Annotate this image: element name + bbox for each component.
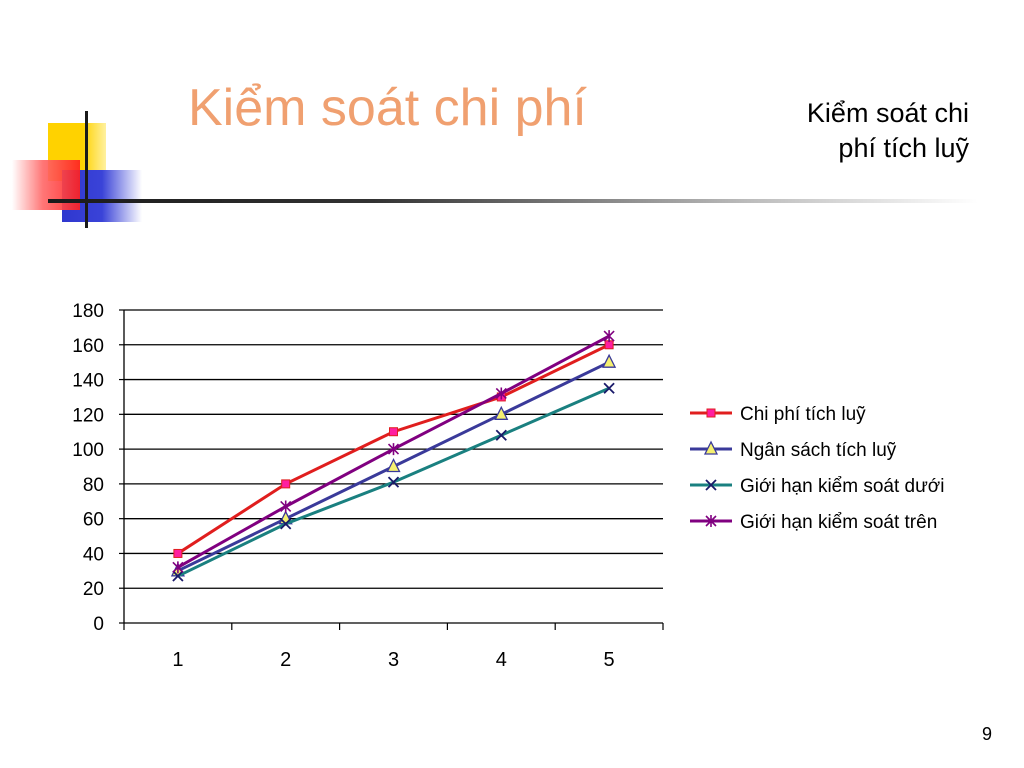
legend-label: Ngân sách tích luỹ — [740, 440, 897, 461]
series-4 — [172, 330, 615, 574]
data-point — [172, 561, 184, 574]
y-tick-label: 0 — [93, 614, 104, 635]
legend-marker — [706, 408, 716, 418]
data-point — [602, 353, 617, 368]
legend-entry: Giới hạn kiểm soát dưới — [690, 476, 945, 497]
y-tick-label: 140 — [72, 371, 104, 392]
y-tick-label: 60 — [83, 510, 104, 531]
data-point — [495, 429, 507, 441]
x-tick-label: 5 — [604, 649, 615, 671]
y-tick-label: 80 — [83, 475, 104, 496]
x-tick-label: 1 — [172, 649, 183, 671]
data-point — [173, 548, 183, 558]
data-point — [494, 405, 509, 420]
data-point — [172, 570, 184, 582]
legend-marker — [705, 515, 717, 527]
legend-entry: Ngân sách tích luỹ — [690, 440, 897, 461]
data-point — [387, 476, 400, 488]
slide-subtitle: Kiểm soát chi phí tích luỹ — [709, 96, 969, 166]
y-tick-label: 100 — [72, 440, 104, 461]
data-point — [386, 458, 401, 473]
legend-marker — [705, 479, 717, 491]
x-tick-label: 2 — [280, 649, 291, 671]
subtitle-line-1: Kiểm soát chi — [806, 98, 969, 128]
data-point — [280, 518, 292, 530]
legend-label: Giới hạn kiểm soát trên — [740, 512, 937, 533]
legend-entry: Giới hạn kiểm soát trên — [690, 512, 937, 533]
y-tick-label: 120 — [72, 405, 104, 426]
legend-label: Giới hạn kiểm soát dưới — [740, 476, 945, 497]
x-tick-label: 4 — [496, 649, 507, 671]
data-point — [389, 427, 398, 437]
data-point — [281, 479, 291, 489]
data-point — [603, 382, 615, 394]
data-point — [495, 387, 507, 400]
series-3 — [172, 382, 615, 582]
decor-vertical-line — [85, 111, 88, 228]
y-tick-label: 160 — [72, 336, 104, 357]
legend-entry: Chi phí tích luỹ — [690, 404, 866, 425]
x-tick-label: 3 — [388, 649, 399, 671]
y-tick-label: 40 — [83, 544, 104, 565]
data-point — [387, 443, 400, 456]
data-point — [280, 500, 292, 513]
legend-marker — [703, 440, 719, 455]
y-tick-label: 180 — [72, 301, 104, 322]
title-underline — [48, 199, 978, 203]
data-point — [603, 330, 615, 343]
series-2 — [170, 353, 617, 577]
legend-label: Chi phí tích luỹ — [740, 404, 866, 425]
page-title: Kiểm soát chi phí — [188, 79, 587, 137]
subtitle-line-2: phí tích luỹ — [838, 133, 969, 164]
y-tick-label: 20 — [83, 579, 104, 600]
slide-number: 9 — [981, 724, 992, 744]
